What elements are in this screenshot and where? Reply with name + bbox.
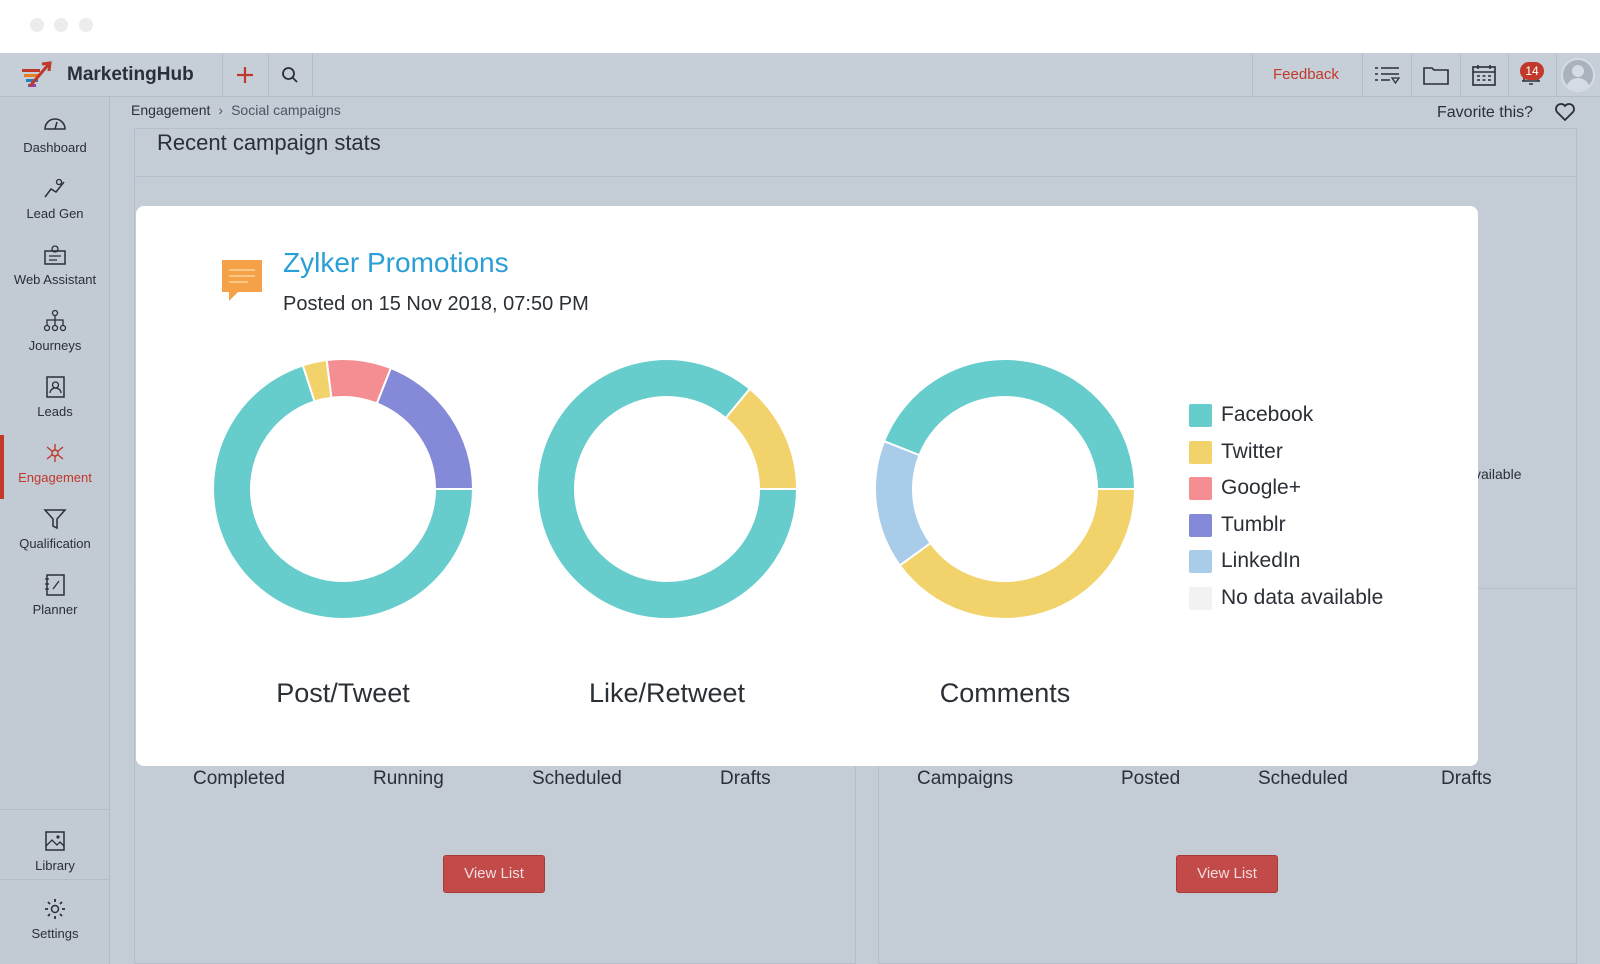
slice-tumblr[interactable] xyxy=(375,366,473,490)
sidebar-item-engagement[interactable]: Engagement xyxy=(0,433,110,499)
chart-label-like-retweet: Like/Retweet xyxy=(588,678,746,708)
avatar[interactable] xyxy=(1561,58,1595,92)
task-list-button[interactable] xyxy=(1373,61,1401,89)
legend-label: Google+ xyxy=(1221,476,1301,499)
chart-label-comments: Comments xyxy=(939,678,1071,708)
slice-twitter[interactable] xyxy=(724,387,797,490)
legend-label: Tumblr xyxy=(1221,512,1286,536)
sidebar-item-settings[interactable]: Settings xyxy=(0,889,110,951)
legend-swatch xyxy=(1189,586,1212,610)
sidebar-item-library[interactable]: Library xyxy=(0,821,110,883)
chat-bubble-icon xyxy=(222,260,262,301)
breadcrumb-current: Social campaigns xyxy=(231,102,341,118)
search-button[interactable] xyxy=(276,61,304,89)
sidebar-item-label: Planner xyxy=(32,602,78,617)
breadcrumb: Engagement › Social campaigns xyxy=(131,102,341,118)
calendar-icon xyxy=(1472,65,1496,86)
sidebar-item-label: Dashboard xyxy=(23,140,87,155)
legend-label: Facebook xyxy=(1221,403,1314,426)
sidebar-item-web-assistant[interactable]: Web Assistant xyxy=(0,235,110,297)
sidebar-item-dashboard[interactable]: Dashboard xyxy=(0,103,110,165)
logo-icon xyxy=(22,61,52,87)
gear-icon xyxy=(45,899,65,919)
plus-icon xyxy=(237,67,253,83)
sidebar: Dashboard Lead Gen Web Assistant Journey… xyxy=(0,97,110,964)
growth-chart-icon xyxy=(44,178,65,198)
notification-badge: 14 xyxy=(1520,62,1544,80)
slice-facebook[interactable] xyxy=(213,364,473,619)
stat-scheduled: Scheduled xyxy=(532,768,622,789)
legend-label: Twitter xyxy=(1221,439,1283,463)
legend-swatch xyxy=(1189,550,1212,573)
sidebar-item-label: Web Assistant xyxy=(13,272,97,287)
donut-comments xyxy=(875,359,1135,619)
legend-swatch xyxy=(1189,404,1212,427)
gauge-icon xyxy=(44,118,66,130)
feedback-link[interactable]: Feedback xyxy=(1273,66,1339,83)
legend-swatch xyxy=(1189,513,1212,537)
legend-label: LinkedIn xyxy=(1221,549,1301,572)
sidebar-item-label: Journeys xyxy=(28,338,82,353)
window-close-dot[interactable] xyxy=(30,18,44,32)
sidebar-item-label: Lead Gen xyxy=(26,206,84,221)
planner-notebook-icon xyxy=(45,574,65,596)
slice-facebook[interactable] xyxy=(537,359,797,619)
stat-posted: Posted xyxy=(1121,768,1181,789)
stat-drafts: Drafts xyxy=(720,768,771,789)
sidebar-item-label: Qualification xyxy=(19,536,91,551)
view-list-button[interactable]: View List xyxy=(1176,855,1278,893)
user-icon xyxy=(1566,65,1590,90)
stat-scheduled: Scheduled xyxy=(1258,768,1348,789)
stat-running: Running xyxy=(373,768,444,789)
legend-label: No data available xyxy=(1221,585,1384,609)
campaign-title[interactable]: Zylker Promotions xyxy=(283,247,509,278)
campaign-stats-modal: Zylker Promotions Posted on 15 Nov 2018,… xyxy=(136,206,1478,766)
top-bar: MarketingHub Feedback 14 xyxy=(0,53,1600,97)
chart-label-post-tweet: Post/Tweet xyxy=(276,678,410,708)
sidebar-item-label: Settings xyxy=(31,926,79,941)
window-chrome xyxy=(0,0,1600,53)
sidebar-item-planner[interactable]: Planner xyxy=(0,565,110,627)
peek-text: vailable xyxy=(1474,466,1522,482)
sidebar-item-label: Leads xyxy=(37,404,73,419)
image-gallery-icon xyxy=(45,831,65,851)
folder-icon xyxy=(1423,67,1449,85)
window-minimize-dot[interactable] xyxy=(54,18,68,32)
donut-like-retweet xyxy=(537,359,797,619)
posted-date: Posted on 15 Nov 2018, 07:50 PM xyxy=(283,293,589,315)
list-filter-icon xyxy=(1375,67,1400,85)
view-list-button[interactable]: View List xyxy=(443,855,545,893)
chevron-right-icon: › xyxy=(218,102,224,118)
add-button[interactable] xyxy=(231,61,259,89)
contact-book-icon xyxy=(46,376,65,398)
sidebar-item-leads[interactable]: Leads xyxy=(0,367,110,429)
legend-swatch xyxy=(1189,477,1212,500)
slice-facebook[interactable] xyxy=(882,359,1135,490)
calendar-button[interactable] xyxy=(1470,61,1498,89)
network-icon xyxy=(46,444,64,462)
slice-twitter[interactable] xyxy=(898,488,1135,619)
sidebar-item-lead-gen[interactable]: Lead Gen xyxy=(0,169,110,231)
folder-button[interactable] xyxy=(1422,61,1450,89)
flow-tree-icon xyxy=(43,309,67,332)
heart-icon[interactable] xyxy=(1554,102,1576,122)
sidebar-item-qualification[interactable]: Qualification xyxy=(0,499,110,561)
funnel-icon xyxy=(43,509,67,530)
stats-title: Recent campaign stats xyxy=(157,130,381,155)
sidebar-item-label: Library xyxy=(35,858,75,873)
search-icon xyxy=(282,67,298,83)
legend-swatch xyxy=(1189,440,1212,464)
brand-name: MarketingHub xyxy=(67,64,194,85)
favorite-label: Favorite this? xyxy=(1437,104,1534,121)
breadcrumb-parent[interactable]: Engagement xyxy=(131,102,211,118)
stat-campaigns: Campaigns xyxy=(917,768,1014,789)
donut-post-tweet xyxy=(213,359,473,619)
window-maximize-dot[interactable] xyxy=(79,18,93,32)
sidebar-item-journeys[interactable]: Journeys xyxy=(0,301,110,363)
stat-completed: Completed xyxy=(193,768,285,789)
stat-drafts: Drafts xyxy=(1441,768,1492,789)
chat-assistant-icon xyxy=(44,245,66,265)
sidebar-item-label: Engagement xyxy=(18,470,92,485)
slice-linkedin[interactable] xyxy=(875,439,932,567)
